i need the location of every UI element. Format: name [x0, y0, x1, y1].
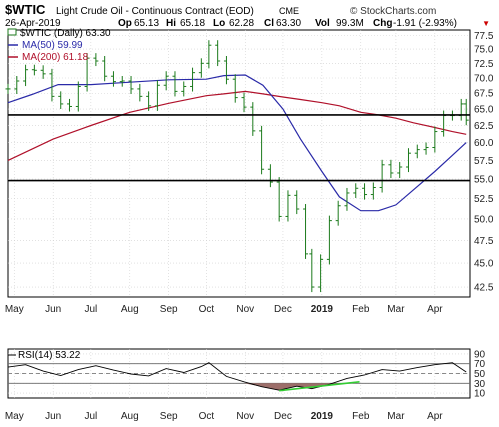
- price-tick-label: 62.5: [474, 121, 494, 132]
- change-label: Chg: [373, 18, 392, 29]
- change-arrow-icon: ▼: [482, 19, 490, 28]
- rsi-gridlines: [8, 349, 470, 398]
- price-bars: [5, 40, 469, 293]
- price-legend: $WTIC (Daily) 63.30: [20, 28, 111, 39]
- month-label: Aug: [121, 304, 139, 315]
- header-watermark: © StockCharts.com: [350, 6, 436, 17]
- price-gridlines: [8, 30, 470, 297]
- month-label: Jul: [84, 304, 97, 315]
- month-label: Aug: [121, 411, 139, 422]
- month-label: Nov: [236, 411, 254, 422]
- price-x-axis-labels: May Jun Jul Aug Sep Oct Nov Dec 2019 Feb Mar Apr: [5, 304, 443, 315]
- month-label: Oct: [199, 411, 215, 422]
- volume-label: Vol: [315, 18, 330, 29]
- high-value: 65.18: [180, 18, 205, 29]
- month-label: Oct: [199, 304, 215, 315]
- month-label: Apr: [427, 411, 443, 422]
- ma50-line: [7, 74, 467, 212]
- month-label: Dec: [274, 411, 292, 422]
- month-label: Feb: [352, 304, 370, 315]
- horizontal-lines: [8, 114, 470, 182]
- low-label: Lo: [213, 18, 225, 29]
- rsi-tick-label: 70: [474, 359, 486, 370]
- price-tick-label: 47.5: [474, 236, 494, 247]
- price-panel: [7, 29, 471, 298]
- month-label: Mar: [387, 411, 405, 422]
- rsi-tick-label: 90: [474, 349, 486, 360]
- header-name: Light Crude Oil - Continuous Contract (E…: [56, 6, 254, 17]
- high-label: Hi: [166, 18, 176, 29]
- rsi-tick-label: 10: [474, 389, 486, 400]
- open-value: 65.13: [134, 18, 159, 29]
- ma50-legend: MA(50) 59.99: [22, 40, 83, 51]
- month-label: Jun: [45, 411, 61, 422]
- ma200-line: [7, 90, 467, 161]
- rsi-legend: RSI(14) 53.22: [18, 350, 81, 361]
- month-label: May: [5, 304, 24, 315]
- change-value: -1.91 (-2.93%): [393, 18, 457, 29]
- price-tick-label: 70.0: [474, 74, 494, 85]
- month-label: 2019: [311, 411, 334, 422]
- rsi-line: [7, 362, 467, 391]
- month-label: Sep: [160, 304, 178, 315]
- month-label: Apr: [427, 304, 443, 315]
- price-tick-label: 60.0: [474, 138, 494, 149]
- rsi-line-group: [7, 362, 467, 392]
- price-tick-label: 67.5: [474, 89, 494, 100]
- price-tick-label: 45.0: [474, 259, 494, 270]
- month-label: Jun: [45, 304, 61, 315]
- price-tick-label: 55.0: [474, 175, 494, 186]
- rsi-tick-label: 30: [474, 379, 486, 390]
- price-tick-label: 50.0: [474, 214, 494, 225]
- open-label: Op: [118, 18, 132, 29]
- month-label: Jul: [84, 411, 97, 422]
- low-value: 62.28: [229, 18, 254, 29]
- month-label: Mar: [387, 304, 405, 315]
- header-date: 26-Apr-2019: [5, 18, 61, 29]
- price-tick-label: 75.0: [474, 45, 494, 56]
- volume-value: 99.3M: [336, 18, 364, 29]
- rsi-x-axis-labels: May Jun Jul Aug Sep Oct Nov Dec 2019 Feb Mar Apr: [5, 411, 443, 422]
- price-tick-label: 65.0: [474, 105, 494, 116]
- price-legend-swatch: [7, 28, 17, 36]
- price-tick-label: 57.5: [474, 156, 494, 167]
- month-label: Dec: [274, 304, 292, 315]
- price-tick-label: 42.5: [474, 283, 494, 294]
- close-value: 63.30: [276, 18, 301, 29]
- price-tick-label: 77.5: [474, 31, 494, 42]
- close-label: Cl: [264, 18, 274, 29]
- month-label: May: [5, 411, 24, 422]
- ma200-legend: MA(200) 61.18: [22, 52, 89, 63]
- price-tick-labels: 77.5 75.0 72.5 70.0 67.5 65.0 62.5 60.0 57.5 55.0…: [474, 31, 494, 294]
- ma50-line-group: [7, 74, 467, 212]
- header-symbol: $WTIC: [5, 2, 46, 17]
- month-label: 2019: [311, 304, 334, 315]
- month-label: Feb: [352, 411, 370, 422]
- month-label: Sep: [160, 411, 178, 422]
- rsi-tick-label: 50: [474, 369, 486, 380]
- header-exchange: CME: [279, 6, 299, 16]
- rsi-trendline: [279, 381, 360, 392]
- rsi-oversold-area: [244, 383, 347, 391]
- price-tick-label: 72.5: [474, 59, 494, 70]
- rsi-oversold-fill: [244, 383, 347, 391]
- month-label: Nov: [236, 304, 254, 315]
- ma200-line-group: [7, 90, 467, 161]
- price-tick-label: 52.5: [474, 194, 494, 205]
